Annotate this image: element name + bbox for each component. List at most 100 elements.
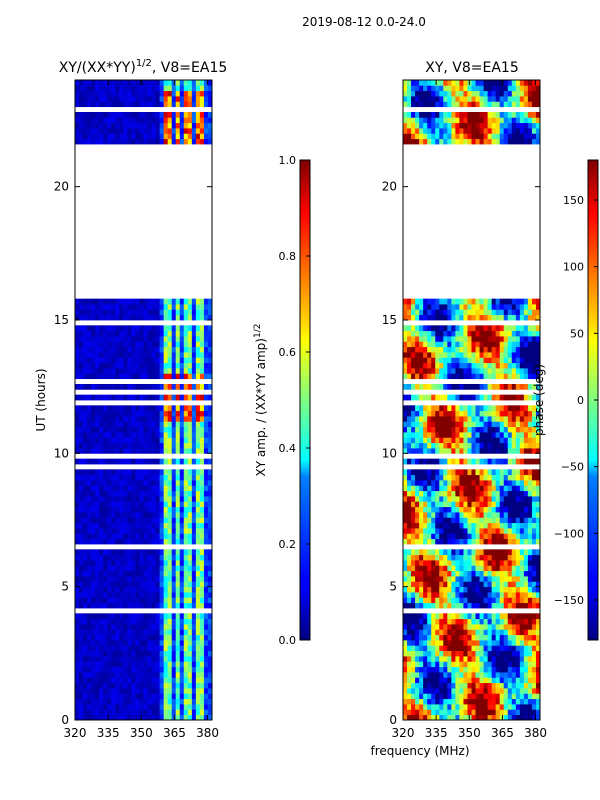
amplitude-cell (111, 352, 116, 358)
phase-cell (503, 501, 509, 508)
phase-cell (407, 373, 412, 380)
phase-cell (451, 362, 456, 369)
amplitude-cell (111, 442, 116, 449)
amplitude-cell (207, 512, 213, 518)
phase-cell (503, 362, 509, 369)
phase-cell (411, 442, 416, 449)
phase-cell (483, 405, 489, 412)
amplitude-cell (119, 693, 124, 700)
phase-cell (427, 693, 432, 700)
phase-cell (523, 416, 529, 422)
phase-cell (499, 517, 505, 524)
amplitude-cell (107, 512, 112, 518)
phase-cell (443, 368, 448, 374)
phase-cell (447, 474, 452, 481)
amplitude-cell (139, 576, 144, 582)
amplitude-cell (191, 538, 197, 545)
amplitude-cell (151, 85, 156, 92)
amplitude-cell (179, 485, 185, 492)
phase-cell (411, 666, 416, 673)
amplitude-cell (143, 352, 148, 358)
amplitude-cell (167, 368, 173, 374)
phase-cell (495, 650, 501, 657)
amplitude-cell (75, 522, 80, 529)
phase-cell (439, 432, 444, 438)
amplitude-cell (143, 624, 148, 630)
amplitude-cell (139, 410, 144, 417)
amplitude-cell (147, 592, 152, 598)
amplitude-cell (107, 650, 112, 657)
phase-cell (463, 426, 468, 433)
phase-cell (439, 384, 444, 390)
phase-cell (447, 533, 452, 540)
phase-cell (415, 522, 420, 529)
phase-cell (495, 426, 501, 433)
amplitude-cell (147, 341, 152, 348)
amplitude-cell (75, 485, 80, 492)
amplitude-cell (195, 528, 201, 534)
amplitude-cell (83, 672, 88, 678)
phase-cell (535, 405, 541, 412)
phase-cell (527, 624, 533, 630)
phase-cell (419, 656, 424, 662)
amplitude-cell (195, 80, 201, 86)
amplitude-cell (99, 597, 104, 604)
phase-cell (463, 656, 468, 662)
amplitude-cell (203, 576, 209, 582)
amplitude-cell (135, 405, 140, 412)
phase-cell (491, 496, 497, 502)
phase-cell (419, 581, 424, 588)
amplitude-cell (151, 325, 156, 332)
amplitude-cell (99, 352, 104, 358)
amplitude-cell (139, 613, 144, 620)
phase-cell (455, 357, 460, 364)
phase-cell (435, 480, 440, 486)
amplitude-cell (115, 346, 120, 353)
amplitude-cell (187, 672, 193, 678)
amplitude-cell (83, 693, 88, 700)
phase-cell (407, 677, 412, 684)
phase-cell (423, 682, 428, 689)
amplitude-cell (207, 650, 213, 657)
phase-cell (447, 597, 452, 604)
phase-cell (503, 368, 509, 374)
amplitude-cell (203, 346, 209, 353)
phase-cell (435, 416, 440, 422)
phase-cell (411, 629, 416, 636)
amplitude-cell (75, 96, 80, 102)
phase-cell (451, 688, 456, 694)
phase-cell (523, 373, 529, 380)
amplitude-cell (175, 410, 181, 417)
amplitude-cell (115, 560, 120, 566)
amplitude-cell (199, 352, 205, 358)
phase-cell (475, 592, 480, 598)
phase-cell (419, 618, 424, 625)
amplitude-cell (143, 458, 148, 465)
phase-cell (447, 448, 452, 454)
phase-cell (519, 522, 525, 529)
amplitude-cell (111, 570, 116, 577)
phase-cell (523, 517, 529, 524)
amplitude-cell (107, 624, 112, 630)
phase-cell (403, 693, 408, 700)
amplitude-cell (75, 416, 80, 422)
amplitude-cell (103, 613, 108, 620)
amplitude-cell (123, 714, 128, 721)
amplitude-cell (155, 362, 161, 369)
amplitude-cell (99, 373, 104, 380)
amplitude-cell (115, 416, 120, 422)
amplitude-cell (207, 437, 213, 444)
phase-cell (515, 661, 521, 668)
phase-cell (523, 490, 529, 497)
amplitude-cell (95, 618, 100, 625)
phase-cell (463, 538, 468, 545)
phase-cell (479, 394, 484, 401)
phase-cell (507, 437, 513, 444)
phase-cell (435, 490, 440, 497)
amplitude-cell (127, 314, 132, 321)
amplitude-cell (159, 101, 165, 108)
amplitude-cell (203, 650, 209, 657)
amplitude-cell (151, 698, 156, 705)
amplitude-cell (127, 677, 132, 684)
amplitude-cell (135, 624, 140, 630)
